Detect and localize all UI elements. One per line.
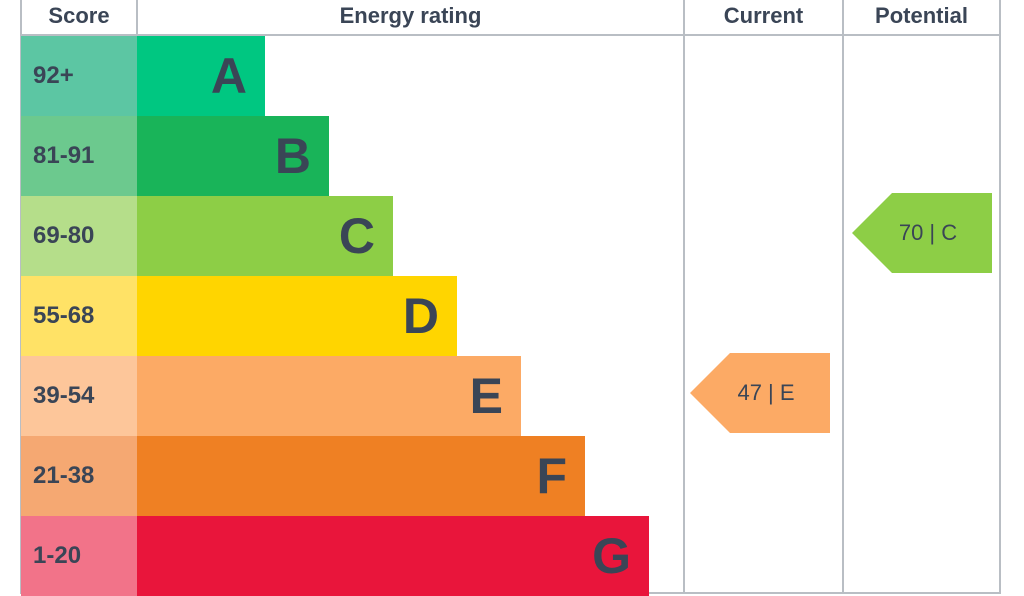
band-letter-d: D — [402, 288, 439, 344]
score-range-d: 55-68 — [21, 276, 137, 356]
right-border — [999, 0, 1001, 594]
score-range-f: 21-38 — [21, 436, 137, 516]
score-range-c: 69-80 — [21, 196, 137, 276]
current-rating-label: 47 | E — [737, 380, 795, 405]
score-range-a: 92+ — [21, 36, 137, 116]
band-letter-f: F — [536, 448, 567, 504]
band-bar-a: A — [137, 36, 265, 116]
score-range-e: 39-54 — [21, 356, 137, 436]
current-arrow-shape — [690, 353, 830, 433]
potential-rating-arrow: 70 | C — [852, 193, 992, 273]
potential-column-divider — [842, 0, 844, 594]
band-bar-c: C — [137, 196, 393, 276]
band-bar-d: D — [137, 276, 457, 356]
current-column-divider — [683, 0, 685, 594]
band-bar-e: E — [137, 356, 521, 436]
band-letter-g: G — [592, 528, 631, 584]
score-range-b: 81-91 — [21, 116, 137, 196]
header-divider — [20, 34, 1001, 36]
band-letter-c: C — [338, 208, 375, 264]
band-bar-f: F — [137, 436, 585, 516]
current-header: Current — [723, 3, 804, 28]
band-letter-a: A — [210, 48, 247, 104]
band-letter-b: B — [274, 128, 311, 184]
band-bar-g: G — [137, 516, 649, 596]
band-letter-e: E — [469, 368, 503, 424]
potential-arrow-shape — [852, 193, 992, 273]
potential-rating-label: 70 | C — [898, 220, 958, 245]
score-column-divider — [136, 0, 138, 36]
current-rating-arrow: 47 | E — [690, 353, 830, 433]
score-range-g: 1-20 — [21, 516, 137, 596]
score-header: Score — [48, 3, 110, 28]
potential-header: Potential — [875, 3, 968, 28]
band-bar-b: B — [137, 116, 329, 196]
energy-rating-header: Energy rating — [339, 3, 482, 28]
